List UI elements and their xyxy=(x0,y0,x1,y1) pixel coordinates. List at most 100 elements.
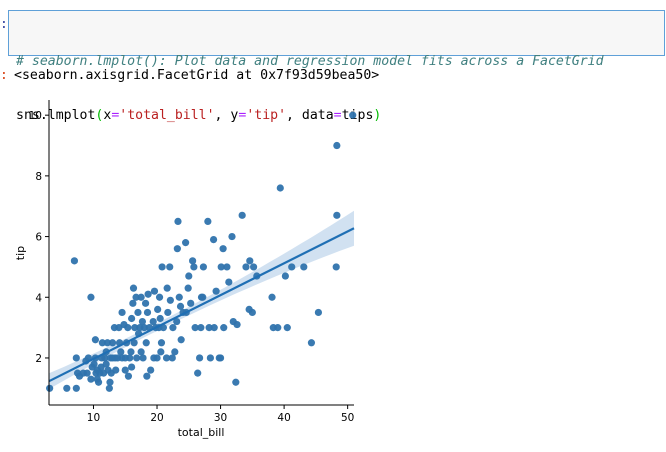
scatter-point xyxy=(138,317,147,326)
scatter-point xyxy=(153,354,161,362)
scatter-point xyxy=(141,299,150,307)
scatter-point xyxy=(166,263,174,271)
scatter-point xyxy=(281,272,289,280)
scatter-point xyxy=(142,339,150,347)
x-axis-label: total_bill xyxy=(178,426,225,439)
scatter-point xyxy=(175,293,183,301)
scatter-point xyxy=(121,366,129,374)
code-token: , data xyxy=(286,108,334,123)
scatter-point xyxy=(124,324,132,332)
scatter-point xyxy=(205,324,213,332)
scatter-point xyxy=(246,257,254,265)
y-tick-label: 10 xyxy=(29,110,42,122)
scatter-point xyxy=(112,366,120,374)
scatter-point xyxy=(87,375,95,383)
scatter-point xyxy=(150,287,159,295)
scatter-point xyxy=(102,360,110,368)
scatter-point xyxy=(149,317,157,326)
scatter-point xyxy=(212,287,220,295)
scatter-point xyxy=(209,236,218,244)
code-token: , y xyxy=(214,108,239,123)
y-axis-label: tip xyxy=(14,246,27,260)
x-tick-label: 40 xyxy=(277,412,290,424)
scatter-point xyxy=(140,324,148,332)
scatter-point xyxy=(169,324,177,332)
scatter-point xyxy=(87,293,95,301)
y-tick-label: 2 xyxy=(35,353,42,365)
scatter-point xyxy=(232,378,240,386)
scatter-point xyxy=(177,336,185,344)
scatter-point xyxy=(143,372,151,380)
scatter-point xyxy=(137,293,145,301)
scatter-point xyxy=(154,305,162,314)
y-tick-label: 6 xyxy=(35,232,42,244)
scatter-point xyxy=(194,369,202,377)
scatter-point xyxy=(168,354,176,362)
scatter-point xyxy=(185,272,193,280)
scatter-point xyxy=(250,263,258,271)
scatter-point xyxy=(300,263,308,271)
scatter-point xyxy=(90,360,98,368)
scatter-point xyxy=(173,317,181,326)
scatter-point xyxy=(187,299,195,307)
scatter-point xyxy=(219,245,227,253)
scatter-point xyxy=(176,302,185,310)
code-token: tips xyxy=(341,108,374,123)
code-comment-line: # seaborn.lmplot(): Plot data and regres… xyxy=(16,54,604,69)
scatter-point xyxy=(332,263,340,271)
scatter-point xyxy=(128,314,136,323)
code-token: sns.lmplot xyxy=(16,108,96,123)
code-token: 'total_bill' xyxy=(119,108,215,123)
scatter-point xyxy=(349,111,357,119)
scatter-point xyxy=(190,263,198,271)
scatter-point xyxy=(182,239,190,247)
scatter-point xyxy=(242,263,250,271)
scatter-point xyxy=(158,263,166,271)
scatter-point xyxy=(197,324,205,332)
scatter-point xyxy=(333,141,341,150)
scatter-point xyxy=(101,354,109,362)
scatter-point xyxy=(220,324,228,332)
output-repr-text: <seaborn.axisgrid.FacetGrid at 0x7f93d59… xyxy=(14,68,380,83)
scatter-point xyxy=(288,263,296,271)
code-token: ) xyxy=(373,108,382,123)
scatter-point xyxy=(195,354,204,362)
scatter-point xyxy=(173,245,181,253)
scatter-point xyxy=(124,372,133,380)
scatter-point xyxy=(184,284,192,292)
scatter-point xyxy=(129,299,137,307)
scatter-point xyxy=(83,369,91,377)
scatter-point xyxy=(162,354,171,362)
scatter-point xyxy=(72,384,80,392)
scatter-point xyxy=(126,354,134,362)
scatter-point xyxy=(189,257,197,265)
scatter-point xyxy=(206,354,214,362)
scatter-point xyxy=(72,354,80,362)
scatter-point xyxy=(225,278,233,286)
scatter-point xyxy=(164,308,172,317)
scatter-point xyxy=(137,348,145,356)
code-cell-input[interactable]: # seaborn.lmplot(): Plot data and regres… xyxy=(8,10,665,123)
scatter-point xyxy=(106,378,114,386)
scatter-point xyxy=(199,293,207,301)
scatter-point xyxy=(228,232,236,241)
scatter-point xyxy=(216,354,225,362)
code-token: ( xyxy=(95,108,104,123)
scatter-point xyxy=(94,378,103,386)
scatter-point xyxy=(131,324,139,332)
scatter-point xyxy=(283,324,291,332)
code-token: x xyxy=(103,108,112,123)
scatter-point xyxy=(46,384,54,392)
scatter-point xyxy=(133,354,141,362)
scatter-point xyxy=(143,308,152,317)
scatter-point xyxy=(210,324,218,332)
scatter-point xyxy=(156,314,164,323)
scatter-point xyxy=(118,308,126,317)
scatter-point xyxy=(103,339,112,347)
code-token: = xyxy=(333,108,342,123)
scatter-point xyxy=(128,363,136,371)
scatter-point xyxy=(204,217,212,225)
scatter-point xyxy=(191,324,199,332)
x-tick-label: 50 xyxy=(341,412,354,424)
